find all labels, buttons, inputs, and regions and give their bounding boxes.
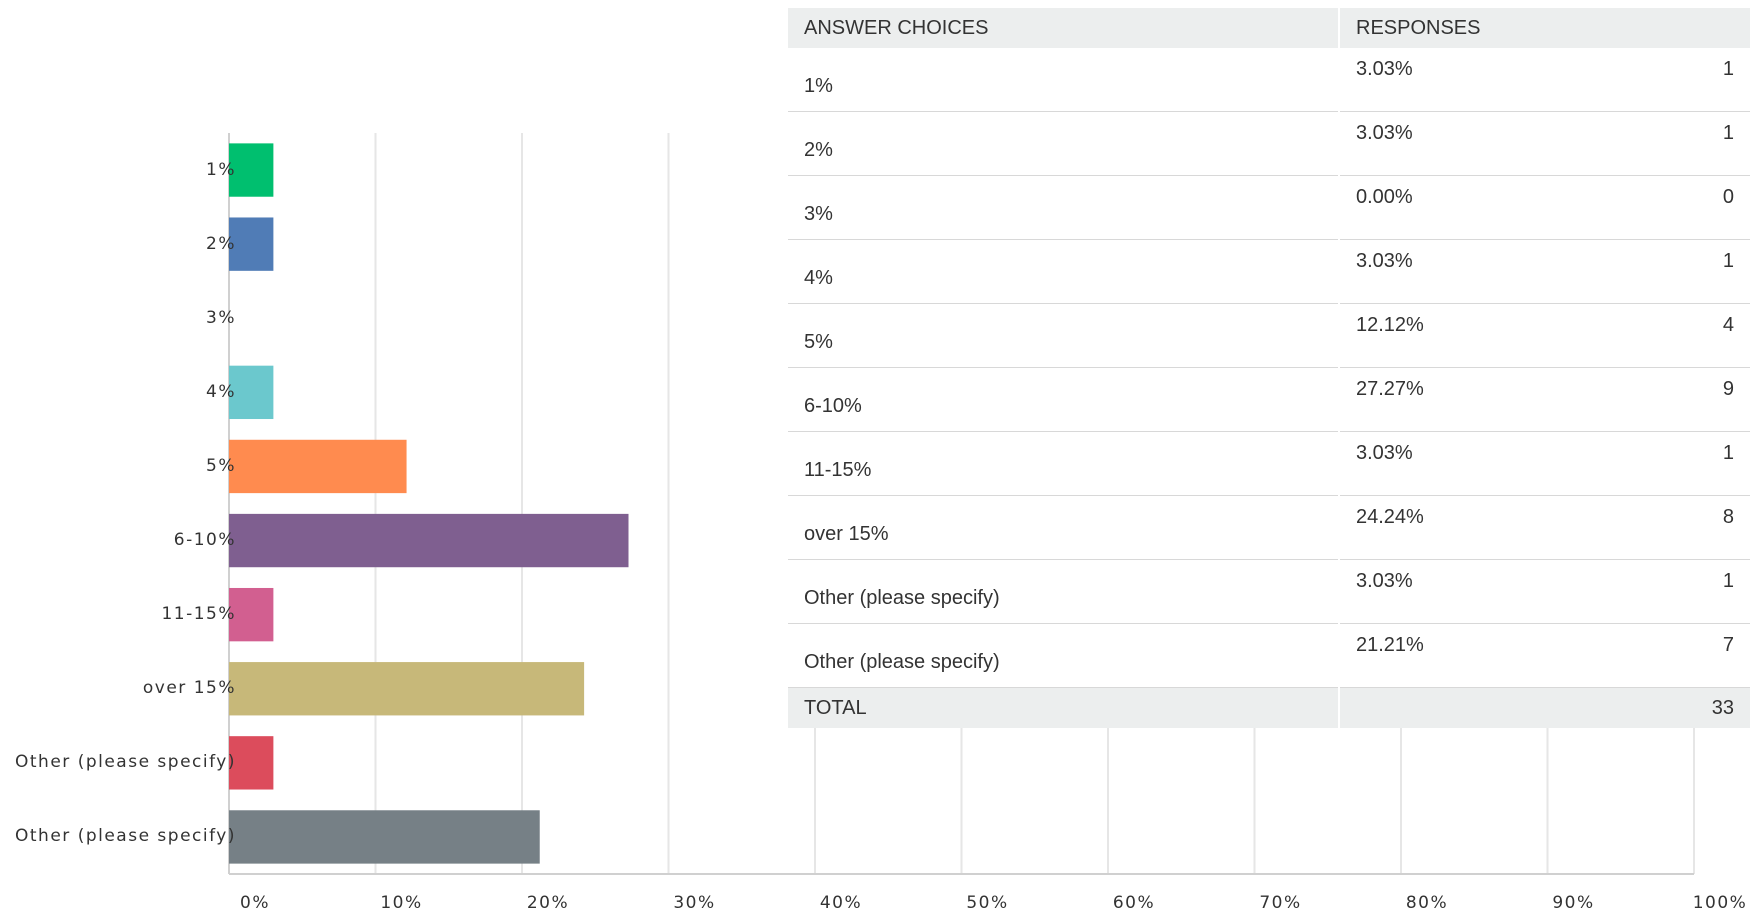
category-label: 2% [206,233,236,254]
response-percent: 0.00% [1337,175,1607,240]
total-count: 33 [1606,687,1750,728]
table-header: ANSWER CHOICES RESPONSES [788,8,1750,48]
bar [229,439,407,494]
category-label: 11-15% [161,604,236,625]
category-label: 1% [206,159,236,180]
category-label: Other (please specify) [15,752,236,773]
total-spacer [1337,687,1607,728]
x-tick-label: 0% [240,893,270,913]
answer-choice: 11-15% [788,431,1339,496]
answer-choice: over 15% [788,495,1339,560]
x-tick-label: 100% [1693,893,1748,913]
answer-choice: 5% [788,303,1339,368]
answer-choice: 4% [788,239,1339,304]
answer-choice: 1% [788,48,1339,112]
response-percent: 24.24% [1337,495,1607,560]
table-row: Other (please specify) 21.21% 7 [788,623,1750,688]
x-tick-label: 20% [527,893,569,913]
bar [229,513,629,568]
bar [229,736,274,790]
response-percent: 21.21% [1337,623,1607,688]
category-label: 5% [206,455,236,476]
response-percent: 3.03% [1337,111,1607,176]
table-row: 2% 3.03% 1 [788,111,1750,176]
bar [229,810,540,864]
response-count: 1 [1606,239,1750,304]
response-count: 0 [1606,175,1750,240]
table-row: over 15% 24.24% 8 [788,495,1750,560]
table-row: 4% 3.03% 1 [788,239,1750,304]
table-row: 11-15% 3.03% 1 [788,431,1750,496]
x-tick-label: 70% [1259,893,1301,913]
response-count: 1 [1606,111,1750,176]
answer-choice: 3% [788,175,1339,240]
response-percent: 12.12% [1337,303,1607,368]
x-tick-label: 80% [1406,893,1448,913]
bar [229,217,274,271]
bar [229,365,274,420]
table-total: TOTAL 33 [788,687,1750,728]
answer-choice: Other (please specify) [788,623,1339,688]
x-tick-label: 30% [673,893,715,913]
bar [229,662,585,716]
category-label: over 15% [142,678,236,699]
response-count: 7 [1606,623,1750,688]
response-count: 9 [1606,367,1750,432]
table-row: Other (please specify) 3.03% 1 [788,559,1750,624]
header-cell: RESPONSES [1338,8,1750,48]
x-tick-label: 40% [820,893,862,913]
response-percent: 3.03% [1337,431,1607,496]
bar [229,143,274,197]
response-count: 8 [1606,495,1750,560]
response-count: 1 [1606,559,1750,624]
category-label: 4% [206,381,236,402]
table-row: 6-10% 27.27% 9 [788,367,1750,432]
answer-choice: 6-10% [788,367,1339,432]
response-table: ANSWER CHOICES RESPONSES 1% 3.03% 1 2% 3.03% 1 3… [788,8,1750,728]
total-label: TOTAL [788,687,1339,728]
x-tick-label: 60% [1113,893,1155,913]
category-label: 6-10% [173,530,236,551]
table-row: 1% 3.03% 1 [788,48,1750,112]
x-tick-label: 10% [380,893,422,913]
response-count: 1 [1606,48,1750,112]
answer-choice: 2% [788,111,1339,176]
answer-choice: Other (please specify) [788,559,1339,624]
bar [229,587,274,642]
table-row: 5% 12.12% 4 [788,303,1750,368]
response-percent: 27.27% [1337,367,1607,432]
response-percent: 3.03% [1337,559,1607,624]
response-percent: 3.03% [1337,239,1607,304]
response-count: 1 [1606,431,1750,496]
x-tick-label: 90% [1552,893,1594,913]
table-row: 3% 0.00% 0 [788,175,1750,240]
response-count: 4 [1606,303,1750,368]
response-percent: 3.03% [1337,48,1607,112]
category-label: 3% [206,307,236,328]
x-tick-label: 50% [966,893,1008,913]
category-label: Other (please specify) [15,826,236,847]
header-cell: ANSWER CHOICES [788,8,1339,48]
